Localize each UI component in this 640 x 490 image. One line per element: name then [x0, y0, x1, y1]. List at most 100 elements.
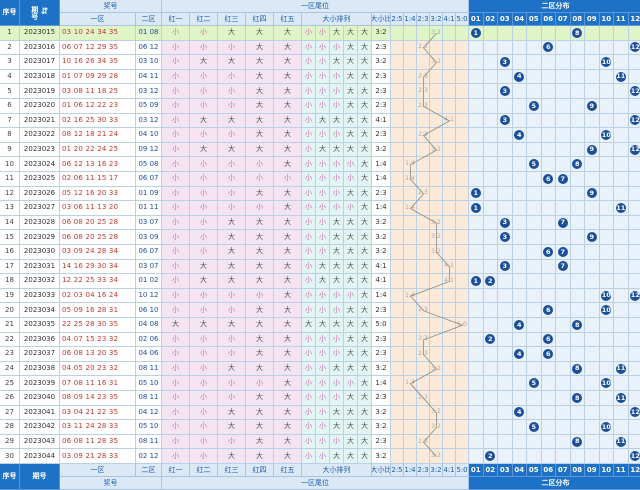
zone2-dist-cell	[556, 69, 571, 85]
zone2-dist-cell	[599, 332, 614, 348]
issue-number[interactable]: 2023040	[20, 391, 60, 406]
issue-number[interactable]: 2023017	[20, 55, 60, 70]
issue-header[interactable]: 期号 ⇵	[20, 0, 60, 26]
ratio-cell	[391, 69, 404, 85]
ratio-cell	[417, 142, 430, 158]
pos-value: 小	[246, 201, 274, 216]
issue-number[interactable]: 2023023	[20, 142, 60, 158]
issue-number[interactable]: 2023031	[20, 259, 60, 275]
zone2-dist-cell	[512, 84, 527, 99]
issue-number[interactable]: 2023036	[20, 332, 60, 348]
zone2-num-02: 02	[483, 13, 498, 26]
ratio-value: 2:3	[372, 69, 391, 85]
zone2-dist-cell	[469, 288, 484, 304]
pos-value: 大	[246, 230, 274, 245]
zone2-dist-cell	[483, 391, 498, 406]
big-small-value: 小	[316, 391, 330, 406]
issue-number[interactable]: 2023019	[20, 84, 60, 99]
zone2-dist-cell	[585, 259, 600, 275]
ratio-cell	[430, 128, 443, 143]
issue-number[interactable]: 2023022	[20, 128, 60, 143]
zone2-dist-cell	[483, 186, 498, 202]
ratio-cell: 1:4	[404, 288, 417, 304]
zone1-numbers: 05 12 16 20 33	[60, 186, 136, 202]
ratio-cell	[443, 361, 456, 377]
ratio-cell: 2:3	[417, 332, 430, 348]
issue-number[interactable]: 2023025	[20, 172, 60, 187]
issue-number[interactable]: 2023041	[20, 405, 60, 421]
zone2-dist-cell	[556, 55, 571, 70]
zone2-numbers: 06 07	[136, 172, 162, 187]
zone2-dist-cell	[614, 303, 629, 318]
zone1-numbers: 04 05 20 23 32	[60, 361, 136, 377]
zone2-dist-cell	[556, 318, 571, 333]
zone2-dist-cell	[527, 186, 542, 202]
issue-number[interactable]: 2023030	[20, 245, 60, 260]
big-small-value: 大	[344, 303, 358, 318]
issue-number[interactable]: 2023037	[20, 347, 60, 362]
filter-icon[interactable]: ⇵	[40, 7, 49, 17]
big-small-value: 大	[302, 318, 316, 333]
zone2-ball-10: 10	[601, 305, 612, 316]
issue-number[interactable]: 2023018	[20, 69, 60, 85]
zone2-dist-cell	[483, 157, 498, 172]
big-small-value: 小	[302, 230, 316, 245]
issue-number[interactable]: 2023020	[20, 99, 60, 114]
zone1-numbers: 07 08 11 16 31	[60, 376, 136, 391]
issue-number[interactable]: 2023016	[20, 40, 60, 56]
ratio-cell	[391, 230, 404, 245]
issue-number[interactable]: 2023044	[20, 449, 60, 464]
issue-number[interactable]: 2023034	[20, 303, 60, 318]
zone2-dist-cell: 8	[570, 318, 585, 333]
zone2-dist-cell	[628, 420, 640, 435]
issue-number[interactable]: 2023015	[20, 26, 60, 41]
issue-number[interactable]: 2023038	[20, 361, 60, 377]
big-small-value: 小	[330, 434, 344, 450]
issue-number[interactable]: 2023039	[20, 376, 60, 391]
zone2-dist-cell	[483, 26, 498, 41]
zone2-dist-cell	[469, 420, 484, 435]
zone1-numbers: 08 12 18 21 24	[60, 128, 136, 143]
zone2-dist-cell	[614, 288, 629, 304]
big-small-value: 小	[344, 201, 358, 216]
zone2-dist-cell	[498, 128, 513, 143]
zone2-ball-03: 3	[499, 217, 510, 228]
issue-number[interactable]: 2023043	[20, 434, 60, 450]
issue-number[interactable]: 2023042	[20, 420, 60, 435]
zone2-dist-cell: 8	[570, 391, 585, 406]
zone2-dist-cell	[614, 84, 629, 99]
zone2-dist-cell	[541, 186, 556, 202]
zone1-numbers: 02 03 04 16 24	[60, 288, 136, 304]
ratio-cell	[456, 347, 469, 362]
pos-value: 小	[162, 172, 190, 187]
pos-value: 大	[246, 274, 274, 289]
ratio-cell	[456, 142, 469, 158]
issue-number[interactable]: 2023029	[20, 230, 60, 245]
zone2-dist-cell	[498, 172, 513, 187]
zone2-dist-cell	[512, 230, 527, 245]
pos-value: 小	[190, 361, 218, 377]
pos-value: 大	[274, 201, 302, 216]
big-small-value: 小	[302, 99, 316, 114]
big-small-value: 小	[330, 40, 344, 56]
ratio-value: 2:3	[372, 99, 391, 114]
pos-value: 大	[246, 391, 274, 406]
ratio-value: 5:0	[372, 318, 391, 333]
issue-number[interactable]: 2023021	[20, 113, 60, 129]
issue-number[interactable]: 2023033	[20, 288, 60, 304]
row-index: 13	[0, 201, 20, 216]
ratio-opt-footer-1: 1:4	[404, 464, 417, 477]
ratio-cell	[391, 113, 404, 129]
issue-number[interactable]: 2023035	[20, 318, 60, 333]
zone2-dist-cell	[469, 172, 484, 187]
issue-number[interactable]: 2023032	[20, 274, 60, 289]
issue-number[interactable]: 2023028	[20, 215, 60, 231]
zone2-dist-cell	[483, 318, 498, 333]
ratio-cell	[417, 55, 430, 70]
issue-number[interactable]: 2023027	[20, 201, 60, 216]
ratio-opt-footer-0: 2:5	[391, 464, 404, 477]
issue-number[interactable]: 2023024	[20, 157, 60, 172]
pos-value: 大	[274, 332, 302, 348]
issue-number[interactable]: 2023026	[20, 186, 60, 202]
ratio-cell	[391, 391, 404, 406]
